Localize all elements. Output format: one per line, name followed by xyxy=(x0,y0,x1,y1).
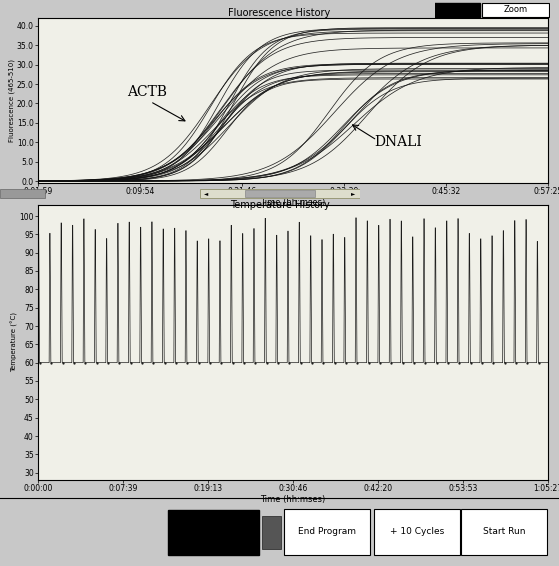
Text: End Program: End Program xyxy=(298,528,356,537)
FancyBboxPatch shape xyxy=(284,509,370,555)
FancyBboxPatch shape xyxy=(461,509,547,555)
Text: ►: ► xyxy=(352,191,356,196)
Text: Zoom: Zoom xyxy=(504,5,528,14)
FancyBboxPatch shape xyxy=(262,516,281,548)
Y-axis label: Temperature (°C): Temperature (°C) xyxy=(11,312,18,372)
Y-axis label: Fluorescence (465-510): Fluorescence (465-510) xyxy=(9,59,16,142)
Text: + 10 Cycles: + 10 Cycles xyxy=(390,528,444,537)
Text: ACTB: ACTB xyxy=(127,85,167,98)
X-axis label: Time (hh:mses): Time (hh:mses) xyxy=(260,495,326,504)
FancyBboxPatch shape xyxy=(374,509,460,555)
FancyBboxPatch shape xyxy=(482,3,549,18)
Text: ◄: ◄ xyxy=(204,191,209,196)
Text: DNALI: DNALI xyxy=(375,135,423,149)
Text: Fluorescence History: Fluorescence History xyxy=(229,8,330,18)
X-axis label: Time (hh:mses): Time (hh:mses) xyxy=(260,198,326,207)
Text: Temperature History: Temperature History xyxy=(230,200,329,210)
FancyBboxPatch shape xyxy=(0,188,45,199)
FancyBboxPatch shape xyxy=(200,188,360,199)
Text: Start Run: Start Run xyxy=(483,528,525,537)
FancyBboxPatch shape xyxy=(168,509,258,555)
FancyBboxPatch shape xyxy=(434,3,480,18)
FancyBboxPatch shape xyxy=(245,190,315,198)
